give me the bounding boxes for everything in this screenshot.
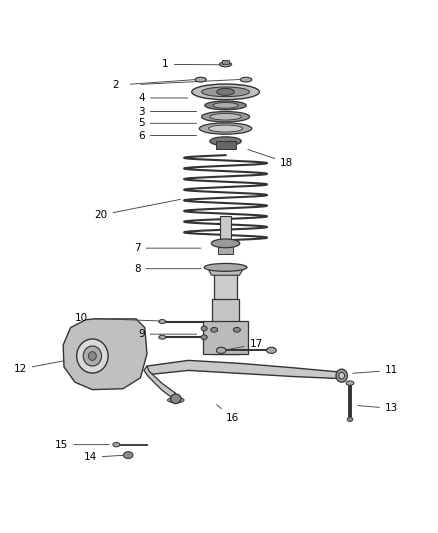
Bar — [218, 244, 233, 254]
Text: 12: 12 — [14, 361, 64, 374]
Text: 14: 14 — [84, 453, 124, 462]
Ellipse shape — [195, 77, 206, 82]
Ellipse shape — [192, 84, 259, 100]
Ellipse shape — [167, 398, 184, 403]
Ellipse shape — [83, 346, 102, 366]
Bar — [215, 141, 236, 149]
Text: 8: 8 — [134, 264, 201, 273]
Ellipse shape — [336, 369, 347, 382]
Ellipse shape — [199, 123, 252, 134]
Text: 2: 2 — [112, 80, 119, 90]
Ellipse shape — [77, 339, 108, 373]
Text: 15: 15 — [55, 440, 109, 450]
Ellipse shape — [216, 348, 226, 353]
Text: 13: 13 — [358, 403, 398, 414]
Ellipse shape — [211, 327, 218, 332]
Bar — [220, 216, 231, 243]
Polygon shape — [207, 268, 244, 275]
Ellipse shape — [201, 111, 250, 122]
Polygon shape — [147, 360, 342, 379]
Ellipse shape — [240, 77, 252, 82]
Text: 9: 9 — [138, 329, 197, 339]
Ellipse shape — [124, 451, 133, 458]
Ellipse shape — [201, 335, 207, 340]
Ellipse shape — [346, 381, 354, 385]
Ellipse shape — [233, 327, 240, 332]
Text: 10: 10 — [75, 313, 159, 323]
Text: 7: 7 — [134, 243, 201, 253]
Ellipse shape — [217, 88, 234, 95]
Polygon shape — [144, 366, 177, 400]
Text: 18: 18 — [248, 149, 293, 167]
Text: 20: 20 — [95, 199, 180, 220]
Ellipse shape — [212, 239, 240, 248]
Ellipse shape — [219, 62, 232, 67]
Polygon shape — [203, 321, 248, 354]
Ellipse shape — [208, 125, 243, 132]
Ellipse shape — [113, 442, 120, 447]
Text: 11: 11 — [353, 366, 398, 375]
Ellipse shape — [347, 417, 353, 422]
Ellipse shape — [210, 137, 241, 146]
Ellipse shape — [204, 263, 247, 271]
Ellipse shape — [159, 335, 166, 339]
Ellipse shape — [339, 373, 345, 379]
Ellipse shape — [170, 394, 181, 403]
Polygon shape — [63, 319, 147, 390]
Text: 3: 3 — [138, 107, 197, 117]
Ellipse shape — [267, 348, 276, 353]
Ellipse shape — [201, 326, 207, 331]
Ellipse shape — [205, 101, 246, 110]
Text: 4: 4 — [138, 93, 188, 103]
Ellipse shape — [88, 352, 96, 360]
Text: 16: 16 — [217, 405, 239, 423]
Text: 6: 6 — [138, 131, 197, 141]
Bar — [212, 299, 239, 354]
Bar — [223, 60, 229, 64]
Ellipse shape — [201, 87, 250, 96]
Ellipse shape — [213, 102, 238, 108]
Text: 5: 5 — [138, 118, 197, 128]
Ellipse shape — [159, 320, 166, 324]
Text: 1: 1 — [162, 59, 221, 69]
Ellipse shape — [210, 114, 241, 120]
Text: 17: 17 — [226, 339, 263, 350]
Bar — [214, 266, 237, 302]
